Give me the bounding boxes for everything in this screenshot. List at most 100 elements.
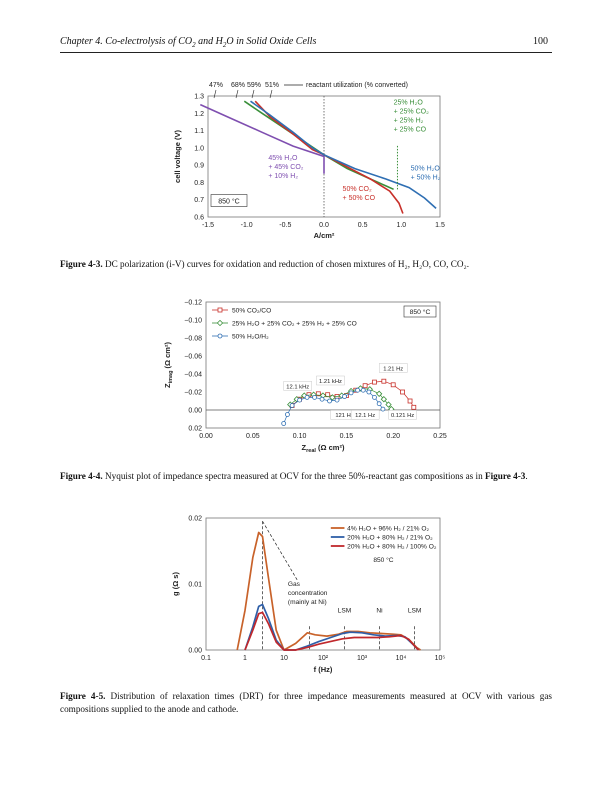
y-tick-label: −0.10	[184, 318, 202, 325]
utilization-arrow	[235, 89, 239, 99]
utilization-arrow	[269, 89, 273, 99]
series-line	[250, 100, 437, 209]
x-tick-label: 0.5	[358, 222, 368, 229]
x-tick-label: 1.5	[435, 222, 445, 229]
y-tick-label: −0.04	[184, 372, 202, 379]
annotation-green: + 25% H₂	[394, 118, 424, 125]
temperature-label: 850 °C	[218, 198, 239, 206]
frequency-label-box	[378, 363, 408, 373]
utilization-arrow	[213, 89, 217, 99]
utilization-legend-text: reactant utilization (% converted)	[306, 82, 408, 89]
data-point	[312, 395, 317, 400]
y-tick-label: 0.00	[188, 648, 202, 655]
x-tick-label: 0.00	[199, 433, 213, 440]
frequency-label-box	[316, 375, 345, 386]
y-tick-label: 1.0	[194, 145, 204, 152]
caption-figure-4-3: Figure 4-3. DC polarization (i-V) curves…	[60, 258, 552, 271]
utilization-label: 59%	[247, 82, 261, 89]
data-point	[327, 398, 332, 404]
frequency-label-box	[283, 381, 312, 391]
x-tick-label: 1.0	[396, 222, 406, 229]
x-tick-label: 0.0	[319, 222, 329, 229]
figure-nyquist: 0.00 0.05 0.10 0.15 0.20 0.25 −0.12 −0.10 −0.08 −…	[163, 300, 447, 455]
data-point	[281, 421, 287, 426]
y-tick-label: 0.01	[188, 582, 202, 589]
annotation-red: 50% CO₂	[343, 186, 372, 193]
x-tick-label: 0.20	[386, 433, 400, 440]
x-axis-label: Zreal (Ω cm²)	[302, 443, 345, 454]
series-line	[199, 103, 325, 174]
caption-text: Nyquist plot of impedance spectra measur…	[102, 471, 485, 481]
frequency-label: 1.21 kHz	[319, 379, 342, 385]
frequency-label: 121 Hz	[335, 413, 353, 419]
y-tick-label: 1.1	[194, 128, 204, 135]
x-tick-label: 10³	[357, 655, 368, 662]
caption-text: DC polarization (i-V) curves for oxidati…	[102, 259, 470, 269]
plot-frame	[205, 301, 441, 429]
y-tick-label: 0.6	[194, 215, 204, 222]
running-title: Chapter 4. Co-electrolysis of CO2 and H2…	[60, 36, 317, 49]
x-tick-label: 0.25	[433, 433, 447, 440]
data-point	[385, 401, 392, 408]
temperature-label: 850 °C	[410, 308, 431, 316]
lsm-label: LSM	[338, 607, 352, 614]
data-point	[334, 397, 340, 403]
legend-label: 20% H₂O + 80% H₂ / 21% O₂	[347, 535, 433, 542]
page-number: 100	[533, 36, 548, 47]
y-tick-label: 0.7	[194, 197, 204, 204]
y-axis-label: g (Ω s)	[171, 572, 180, 596]
caption-label: Figure 4-4.	[60, 471, 103, 481]
x-tick-label: 1	[243, 655, 247, 662]
annotation-green: 25% H₂O	[394, 100, 424, 107]
legend-label: 4% H₂O + 96% H₂ / 21% O₂	[347, 526, 429, 533]
frequency-label-box	[388, 409, 417, 420]
data-point	[362, 383, 368, 389]
utilization-arrow	[251, 89, 255, 99]
legend-marker	[217, 333, 223, 339]
gas-concentration-label: concentration	[288, 590, 328, 597]
data-point	[355, 387, 361, 393]
data-point	[380, 396, 388, 403]
data-point	[366, 389, 372, 395]
y-tick-label: −0.08	[184, 336, 202, 343]
series-line	[244, 611, 420, 651]
legend-label: 50% CO₂/CO	[232, 308, 271, 315]
series-line	[236, 531, 421, 651]
legend-marker	[216, 319, 224, 327]
page-header: Chapter 4. Co-electrolysis of CO2 and H2…	[60, 30, 552, 50]
ni-label: Ni	[376, 607, 383, 614]
annotation-blue: + 50% H₂	[411, 174, 441, 181]
caption-text: Distribution of relaxation times (DRT) f…	[60, 691, 552, 714]
utilization-label: 68%	[231, 82, 245, 89]
y-tick-label: 0.02	[188, 426, 202, 433]
data-point	[315, 391, 321, 397]
data-point	[348, 390, 354, 396]
data-point	[360, 387, 366, 393]
data-point	[297, 397, 303, 403]
data-point	[319, 396, 325, 402]
data-point	[304, 395, 310, 400]
data-point	[372, 379, 377, 385]
legend-label: 20% H₂O + 80% H₂ / 100% O₂	[347, 544, 437, 551]
x-axis-label: A/cm²	[314, 231, 335, 240]
annotation-blue: 50% H₂O	[411, 165, 441, 172]
gas-pointer	[262, 521, 298, 581]
data-point	[380, 406, 386, 412]
legend-label: 25% H₂O + 25% CO₂ + 25% H₂ + 25% CO	[232, 321, 357, 328]
y-tick-label: 1.2	[194, 111, 204, 118]
annotation-purple: + 45% CO₂	[268, 164, 303, 171]
frequency-label: 1.21 Hz	[383, 366, 403, 372]
annotation-green: + 25% CO₂	[394, 109, 429, 116]
temperature-box	[403, 305, 437, 318]
x-tick-label: -0.5	[279, 222, 291, 229]
y-tick-label: 0.9	[194, 163, 204, 170]
annotation-purple: + 10% H₂	[268, 173, 298, 180]
x-tick-label: 10	[280, 655, 288, 662]
gas-concentration-label: Gas	[288, 581, 301, 588]
frequency-label: 12.1 kHz	[286, 384, 309, 390]
caption-label: Figure 4-5.	[60, 691, 106, 701]
x-tick-label: 0.1	[201, 655, 211, 662]
x-tick-label: -1.0	[241, 222, 253, 229]
figure-drt: 0.1 1 10 10² 10³ 10⁴ 10⁵ 0.00 0.01 0.02 4% H₂O + 9…	[171, 516, 445, 675]
x-tick-label: 0.05	[246, 433, 260, 440]
